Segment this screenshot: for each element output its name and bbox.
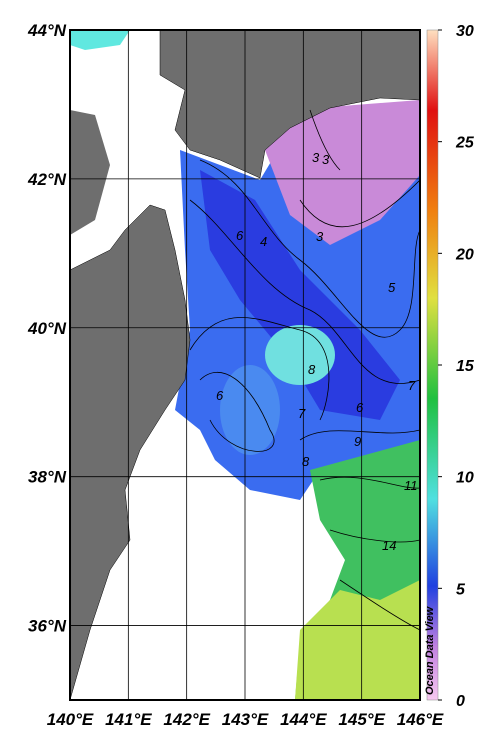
colorbar-label: 10: [456, 470, 474, 487]
contour-label: 11: [404, 478, 418, 493]
contour-label: 6: [356, 400, 364, 415]
contour-label: 5: [388, 280, 396, 295]
contour-label: 9: [354, 434, 361, 449]
contour-label: 14: [382, 538, 396, 553]
contour-label: 3: [322, 152, 330, 167]
contour-label: 6: [236, 228, 244, 243]
colorbar: [426, 29, 439, 701]
contour-label: 7: [408, 378, 416, 393]
lon-label: 140°E: [47, 710, 94, 729]
lat-label: 38°N: [28, 468, 67, 487]
contour-label: 8: [308, 362, 316, 377]
map-frame: [69, 29, 421, 701]
contour-label: 7: [298, 406, 306, 421]
lat-label: 36°N: [28, 617, 67, 636]
colorbar-label: 15: [456, 358, 475, 375]
lon-label: 146°E: [397, 710, 444, 729]
lat-label: 42°N: [27, 170, 67, 189]
lon-label: 141°E: [105, 710, 152, 729]
contour-label: 3: [312, 150, 320, 165]
lat-label: 44°N: [27, 21, 67, 40]
colorbar-label: 20: [455, 246, 474, 263]
contour-label: 8: [302, 454, 310, 469]
credit: Ocean Data View: [424, 605, 436, 695]
lon-label: 143°E: [222, 710, 269, 729]
lon-label: 145°E: [338, 710, 385, 729]
lat-label: 40°N: [27, 319, 67, 338]
colorbar-label: 30: [456, 23, 474, 40]
lon-label: 142°E: [163, 710, 210, 729]
contour-label: 6: [216, 388, 224, 403]
contour-label: 4: [260, 234, 267, 249]
colorbar-label: 0: [456, 693, 465, 710]
lon-label: 144°E: [280, 710, 327, 729]
contour-label: 3: [316, 229, 324, 244]
colorbar-label: 5: [456, 581, 466, 598]
colorbar-label: 25: [455, 135, 475, 152]
